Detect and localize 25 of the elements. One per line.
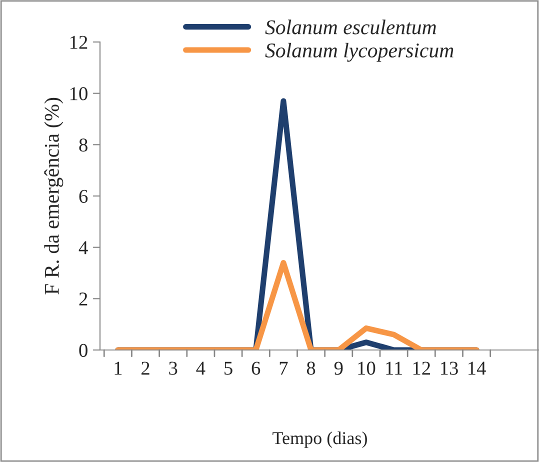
x-tick-label: 1 [114,362,122,375]
x-tick-label: 8 [306,362,316,375]
y-axis-title: F R. da emergência (%) [44,98,64,294]
x-tick-label: 11 [386,362,402,375]
y-tick-label: 4 [78,241,88,254]
x-tick-label: 4 [196,362,206,375]
x-tick-label: 6 [252,362,260,375]
legend-label: Solanum lycopersicum [265,42,454,62]
x-tick-label: 3 [169,362,178,375]
y-tick-label: 10 [70,87,88,100]
y-tick-label: 0 [79,344,88,357]
legend-label: Solanum esculentum [265,20,436,34]
y-tick-label: 6 [79,190,88,203]
x-axis-title: Tempo (dias) [272,432,367,448]
y-tick-label: 8 [79,138,88,152]
x-tick-label: 12 [413,362,430,375]
y-tick-label: 2 [79,292,88,306]
x-tick-label: 7 [280,362,288,375]
x-tick-label: 13 [440,362,458,375]
x-tick-label: 10 [358,362,376,375]
x-tick-label: 9 [334,362,343,375]
y-tick-label: 12 [70,36,88,49]
x-tick-label: 2 [142,362,150,375]
x-tick-label: 14 [468,362,486,375]
x-tick-label: 5 [224,362,232,375]
